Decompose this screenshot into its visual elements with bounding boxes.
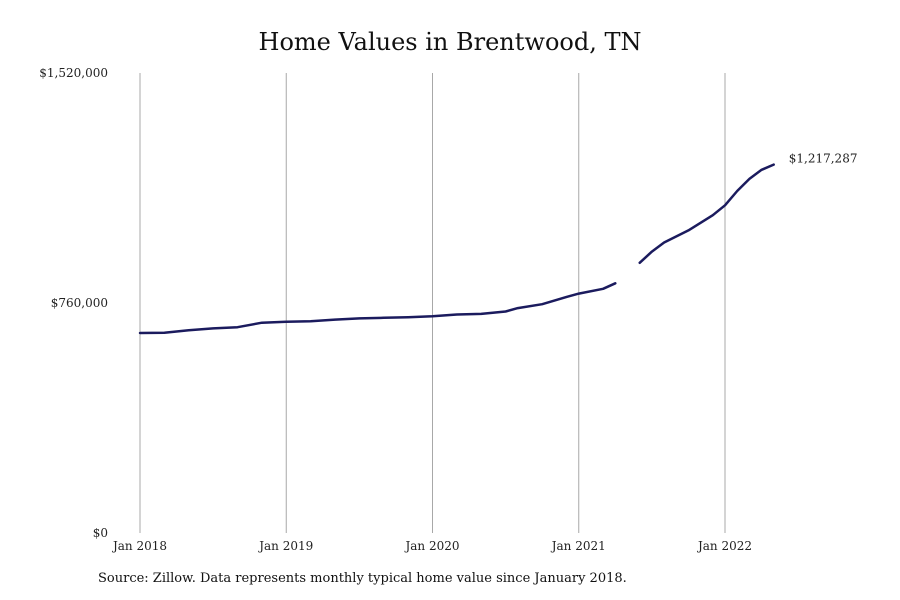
series-line-segment-0 — [138, 282, 617, 335]
y-tick-label: $1,520,000 — [39, 66, 108, 80]
chart-title: Home Values in Brentwood, TN — [258, 28, 642, 56]
source-note: Source: Zillow. Data represents monthly … — [98, 571, 627, 586]
x-tick-label: Jan 2021 — [550, 539, 606, 553]
y-axis: $0 $760,000 $1,520,000 — [39, 66, 108, 540]
data-labels: $1,217,287 — [789, 152, 858, 166]
y-tick-label: $0 — [93, 526, 108, 540]
x-tick-label: Jan 2019 — [257, 539, 313, 553]
end-value-label: $1,217,287 — [789, 152, 858, 166]
series-line-segment-1 — [638, 163, 775, 265]
y-tick-label: $760,000 — [51, 296, 108, 310]
x-tick-label: Jan 2018 — [111, 539, 167, 553]
x-tick-label: Jan 2022 — [696, 539, 752, 553]
x-tick-label: Jan 2020 — [403, 539, 459, 553]
x-axis: Jan 2018 Jan 2019 Jan 2020 Jan 2021 Jan 2022 — [111, 539, 752, 553]
gridlines — [139, 73, 726, 533]
series-lines — [138, 163, 775, 335]
